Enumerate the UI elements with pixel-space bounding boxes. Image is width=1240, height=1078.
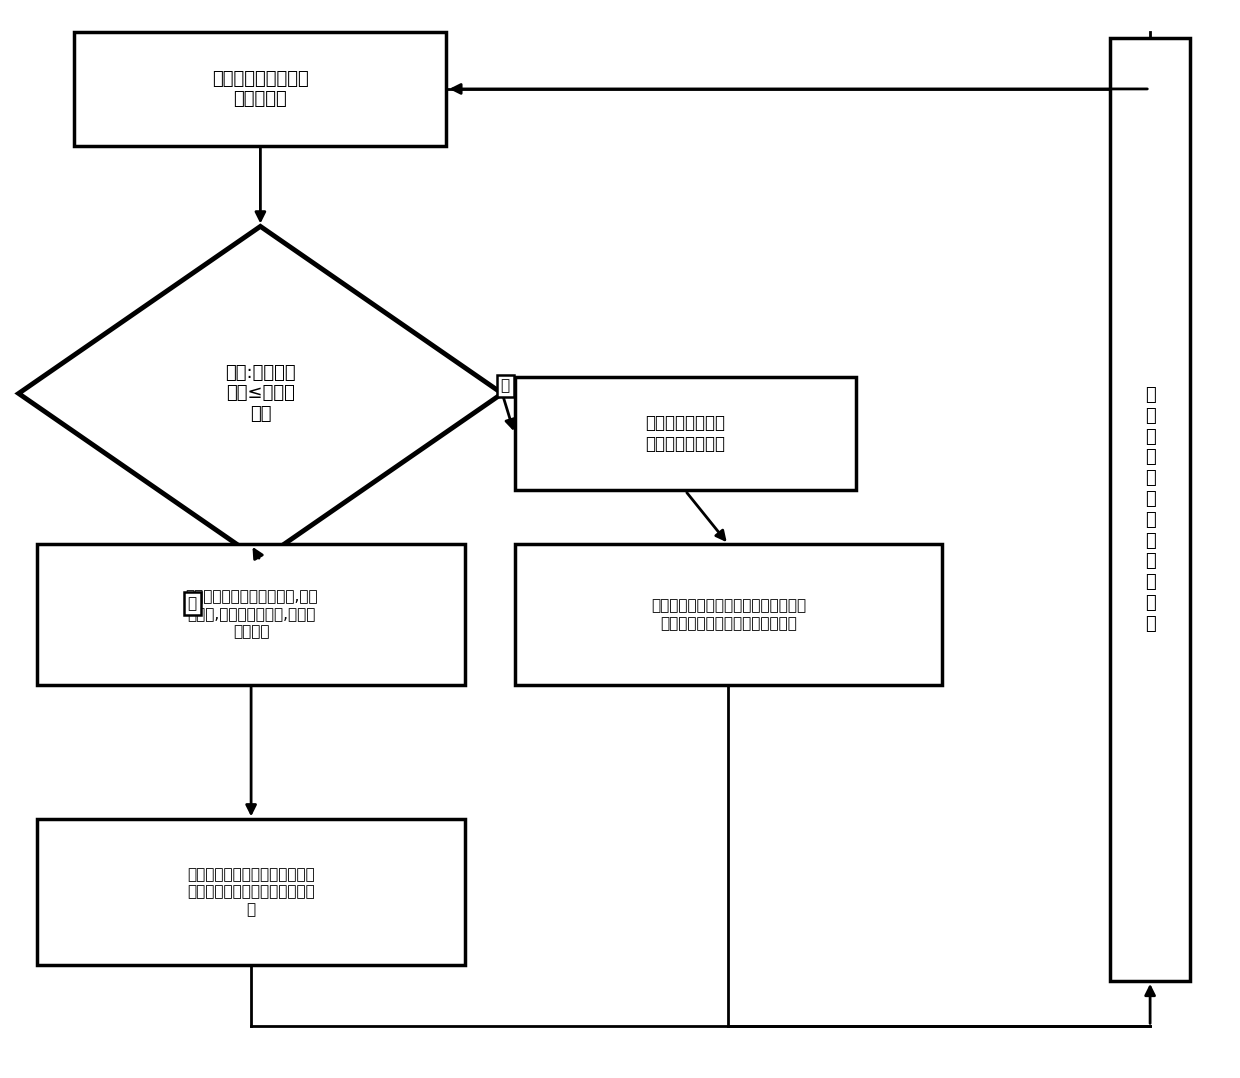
Polygon shape bbox=[19, 226, 502, 561]
Text: 根据沉积物的密度计算沉积物的厚度，
沉积表面的高程，沉积物质的组成: 根据沉积物的密度计算沉积物的厚度， 沉积表面的高程，沉积物质的组成 bbox=[651, 598, 806, 631]
Text: 判断:沉积表面
高程≤基准面
高程: 判断:沉积表面 高程≤基准面 高程 bbox=[226, 363, 295, 424]
Text: 是: 是 bbox=[187, 596, 197, 611]
Text: 发生剥蚀带入剥蚀
公式，计算剥蚀量: 发生剥蚀带入剥蚀 公式，计算剥蚀量 bbox=[645, 415, 725, 453]
Text: 基
准
面
高
程
，
沉
积
表
面
高
程: 基 准 面 高 程 ， 沉 积 表 面 高 程 bbox=[1145, 386, 1156, 633]
Bar bbox=[37, 544, 465, 685]
Text: 输入：沉积表面高程
基准面高程: 输入：沉积表面高程 基准面高程 bbox=[212, 70, 309, 108]
Bar bbox=[515, 377, 856, 490]
Text: 否: 否 bbox=[501, 378, 510, 393]
Text: 根据沉积物的密度计算沉积物的
厚度，并添加到沉积表面的高程
上: 根据沉积物的密度计算沉积物的 厚度，并添加到沉积表面的高程 上 bbox=[187, 867, 315, 917]
Text: 发生沉积作用带入沉积公式,计算
沉积量,沉积表面的高程,沉积物
质的组成: 发生沉积作用带入沉积公式,计算 沉积量,沉积表面的高程,沉积物 质的组成 bbox=[185, 590, 317, 639]
Bar bbox=[37, 819, 465, 965]
Bar bbox=[1110, 38, 1190, 981]
Bar bbox=[74, 32, 446, 146]
Bar bbox=[515, 544, 942, 685]
